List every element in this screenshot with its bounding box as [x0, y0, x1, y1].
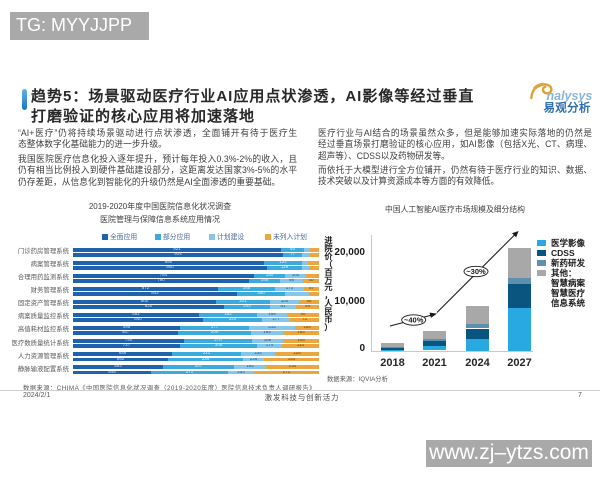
svg-text:~30%: ~30% [466, 267, 486, 276]
svg-text:nalysys: nalysys [547, 89, 593, 103]
svg-text:易观分析: 易观分析 [544, 101, 591, 115]
svg-text:~40%: ~40% [404, 316, 424, 325]
